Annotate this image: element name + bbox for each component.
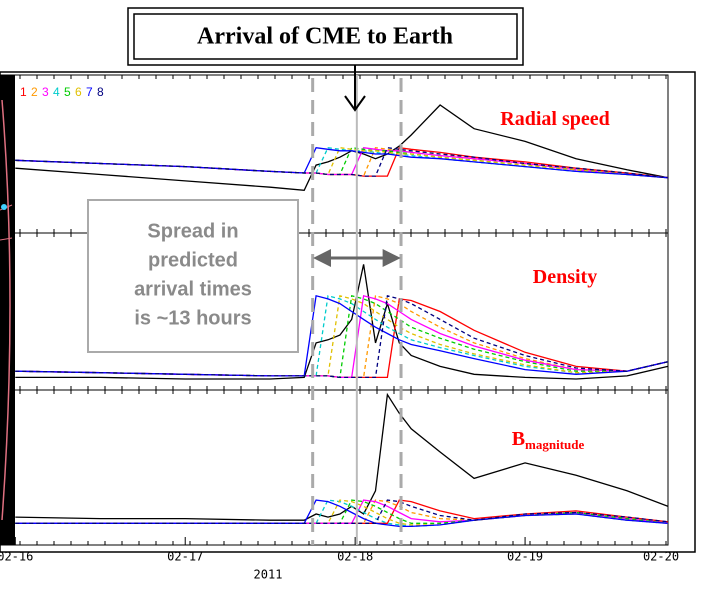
side-image	[0, 75, 15, 545]
panel-title: Density	[533, 266, 597, 288]
panel-frame	[0, 389, 669, 546]
spread-text-line: arrival times	[134, 278, 252, 300]
spread-text-line: Spread in	[147, 220, 238, 242]
legend-entry: 5	[64, 85, 71, 99]
series-line	[15, 499, 668, 524]
series-line	[15, 499, 668, 524]
series-line	[15, 146, 668, 179]
spread-box: Spread in predicted arrival times is ~13 ho…	[87, 199, 299, 353]
series-line	[15, 146, 668, 179]
legend-entry: 1	[20, 85, 27, 99]
series-line	[15, 146, 668, 179]
x-axis-label: 2011	[254, 568, 283, 582]
panel-title-main: B	[512, 428, 525, 450]
series-line	[15, 146, 668, 179]
legend-entry: 3	[42, 85, 49, 99]
plot-area	[15, 264, 668, 380]
series-line	[15, 146, 668, 179]
x-tick-label: 02-16	[0, 550, 33, 564]
x-tick-label: 02-17	[167, 550, 203, 564]
spread-text-line: predicted	[148, 249, 238, 271]
panel-title-main: Density	[533, 266, 597, 288]
x-tick-label: 02-19	[507, 550, 543, 564]
plot-area	[15, 392, 668, 528]
legend-entry: 8	[97, 85, 104, 99]
series-line	[15, 146, 668, 179]
x-tick-label: 02-18	[337, 550, 373, 564]
spread-text-line: is ~13 hours	[134, 307, 251, 329]
title: Arrival of CME to Earth	[197, 24, 453, 50]
panels: Radial speed 1 2 3 4 5 6 7 8 Density Bmagnitude 02-…	[0, 74, 679, 582]
series-line	[15, 146, 668, 179]
title-box: Arrival of CME to Earth	[127, 7, 524, 112]
series-line	[15, 104, 668, 191]
outer-frame	[0, 71, 696, 553]
series-line	[15, 146, 668, 179]
legend-entry: 7	[86, 85, 93, 99]
legend-entry: 2	[31, 85, 38, 99]
panel-title-main: Radial speed	[500, 108, 609, 130]
panel-title: Bmagnitude	[512, 428, 585, 452]
panel-title: Radial speed	[500, 108, 609, 130]
series-line	[15, 392, 668, 521]
legend-entry: 6	[75, 85, 82, 99]
x-tick-label: 02-20	[643, 550, 679, 564]
legend-entry: 4	[53, 85, 60, 99]
series-line	[15, 264, 668, 380]
panel-title-sub: magnitude	[525, 437, 584, 452]
plot-area	[15, 104, 668, 191]
series-line	[15, 294, 668, 379]
